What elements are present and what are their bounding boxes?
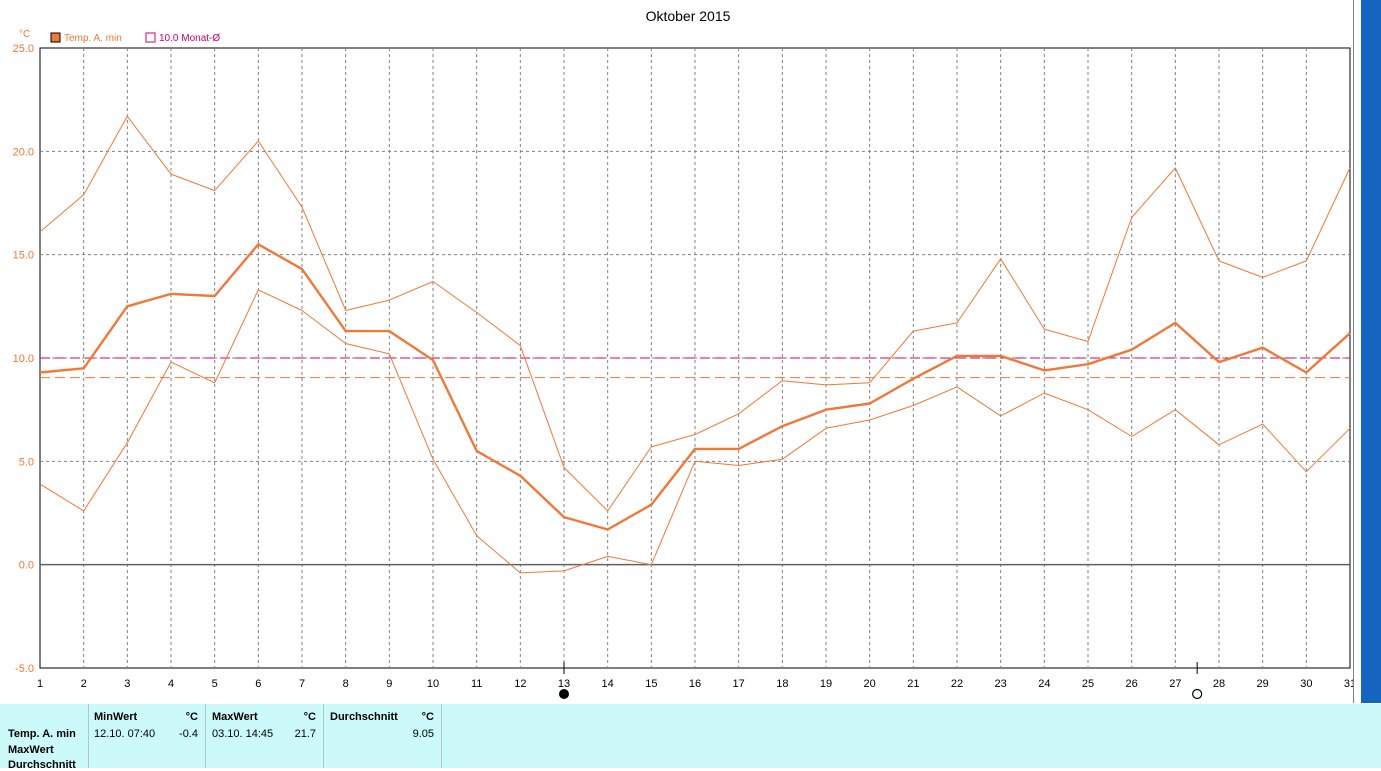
right-edge-bar xyxy=(1361,0,1381,703)
row-label-temp: Temp. A. min xyxy=(8,728,76,740)
x-tick-label: 4 xyxy=(168,678,174,690)
x-tick-label: 15 xyxy=(645,678,657,690)
legend-label-temp: Temp. A. min xyxy=(64,33,122,44)
chart-title: Oktober 2015 xyxy=(646,8,731,24)
series-line-max xyxy=(39,115,1351,512)
full-moon-icon xyxy=(1192,688,1203,700)
y-tick-label: 15.0 xyxy=(13,250,34,262)
minwert-datetime: 12.10. 07:40 xyxy=(94,728,156,740)
x-tick-label: 22 xyxy=(951,678,963,690)
x-tick-label: 19 xyxy=(820,678,832,690)
x-tick-label: 25 xyxy=(1082,678,1094,690)
x-tick-label: 16 xyxy=(689,678,701,690)
y-tick-label: -5.0 xyxy=(15,663,34,675)
minwert-column: MinWert °C 12.10. 07:40 -0.4 xyxy=(89,704,206,768)
x-tick-label: 18 xyxy=(776,678,788,690)
minwert-header: MinWert xyxy=(94,711,138,723)
x-tick-label: 10 xyxy=(427,678,439,690)
legend-label-avg: 10.0 Monat-Ø xyxy=(159,33,220,44)
stats-panel: Temp. A. min MaxWert Durchschnitt MinWer… xyxy=(0,704,1381,771)
y-tick-label: 5.0 xyxy=(19,456,34,468)
series-line-main xyxy=(39,243,1351,531)
grid-layer xyxy=(39,47,1351,669)
x-tick-label: 21 xyxy=(907,678,919,690)
durchschnitt-column: Durchschnitt °C 9.05 xyxy=(324,704,442,768)
x-tick-label: 14 xyxy=(602,678,614,690)
right-edge-panel xyxy=(1353,0,1381,703)
minwert-unit: °C xyxy=(185,711,198,723)
x-tick-label: 8 xyxy=(343,678,349,690)
x-tick-label: 20 xyxy=(864,678,876,690)
durchschnitt-value: 9.05 xyxy=(412,728,434,740)
x-tick-label: 23 xyxy=(995,678,1007,690)
maxwert-unit: °C xyxy=(303,711,316,723)
x-tick-label: 29 xyxy=(1257,678,1269,690)
y-tick-label: 25.0 xyxy=(13,43,34,55)
series-layer xyxy=(39,115,1351,574)
durchschnitt-header: Durchschnitt xyxy=(330,711,398,723)
minwert-value: -0.4 xyxy=(179,728,198,740)
right-edge-pane xyxy=(1353,0,1361,703)
row-label-maxwert: MaxWert xyxy=(8,744,54,756)
maxwert-value: 21.7 xyxy=(294,728,316,740)
legend-swatch-avg xyxy=(145,32,156,43)
x-tick-label: 1 xyxy=(37,678,43,690)
series-line-min xyxy=(39,289,1351,574)
x-tick-label: 28 xyxy=(1213,678,1225,690)
x-tick-label: 17 xyxy=(733,678,745,690)
x-tick-label: 30 xyxy=(1300,678,1312,690)
reference-lines xyxy=(40,357,1350,379)
x-tick-label: 7 xyxy=(299,678,305,690)
maxwert-column: MaxWert °C 03.10. 14:45 21.7 xyxy=(206,704,324,768)
x-tick-label: 24 xyxy=(1038,678,1050,690)
legend: Temp. A. min 10.0 Monat-Ø xyxy=(50,32,220,44)
x-tick-label: 9 xyxy=(386,678,392,690)
x-tick-label: 2 xyxy=(81,678,87,690)
temperature-chart: 25.020.015.010.05.00.0-5.01 2 3 4 5 6 7 8 9 10 11 1… xyxy=(13,8,1356,700)
x-tick-label: 5 xyxy=(212,678,218,690)
x-tick-label: 11 xyxy=(471,678,482,690)
new-moon-icon xyxy=(559,689,569,699)
x-tick-label: 6 xyxy=(255,678,261,690)
y-tick-label: 0.0 xyxy=(19,560,34,572)
y-tick-label: 20.0 xyxy=(13,146,34,158)
y-tick-label: 10.0 xyxy=(13,353,34,365)
axis-layer: 25.020.015.010.05.00.0-5.01 2 3 4 5 6 7 8 9 10 11 1… xyxy=(13,43,1356,700)
x-tick-label: 27 xyxy=(1169,678,1181,690)
x-tick-label: 26 xyxy=(1126,678,1138,690)
x-tick-label: 12 xyxy=(514,678,526,690)
maxwert-datetime: 03.10. 14:45 xyxy=(212,728,274,740)
stats-label-column xyxy=(0,704,89,768)
x-tick-label: 3 xyxy=(124,678,130,690)
maxwert-header: MaxWert xyxy=(212,711,258,723)
x-tick-label: 13 xyxy=(558,678,570,690)
legend-swatch-temp xyxy=(50,32,61,43)
y-axis-unit: °C xyxy=(19,29,30,40)
durchschnitt-unit: °C xyxy=(421,711,434,723)
